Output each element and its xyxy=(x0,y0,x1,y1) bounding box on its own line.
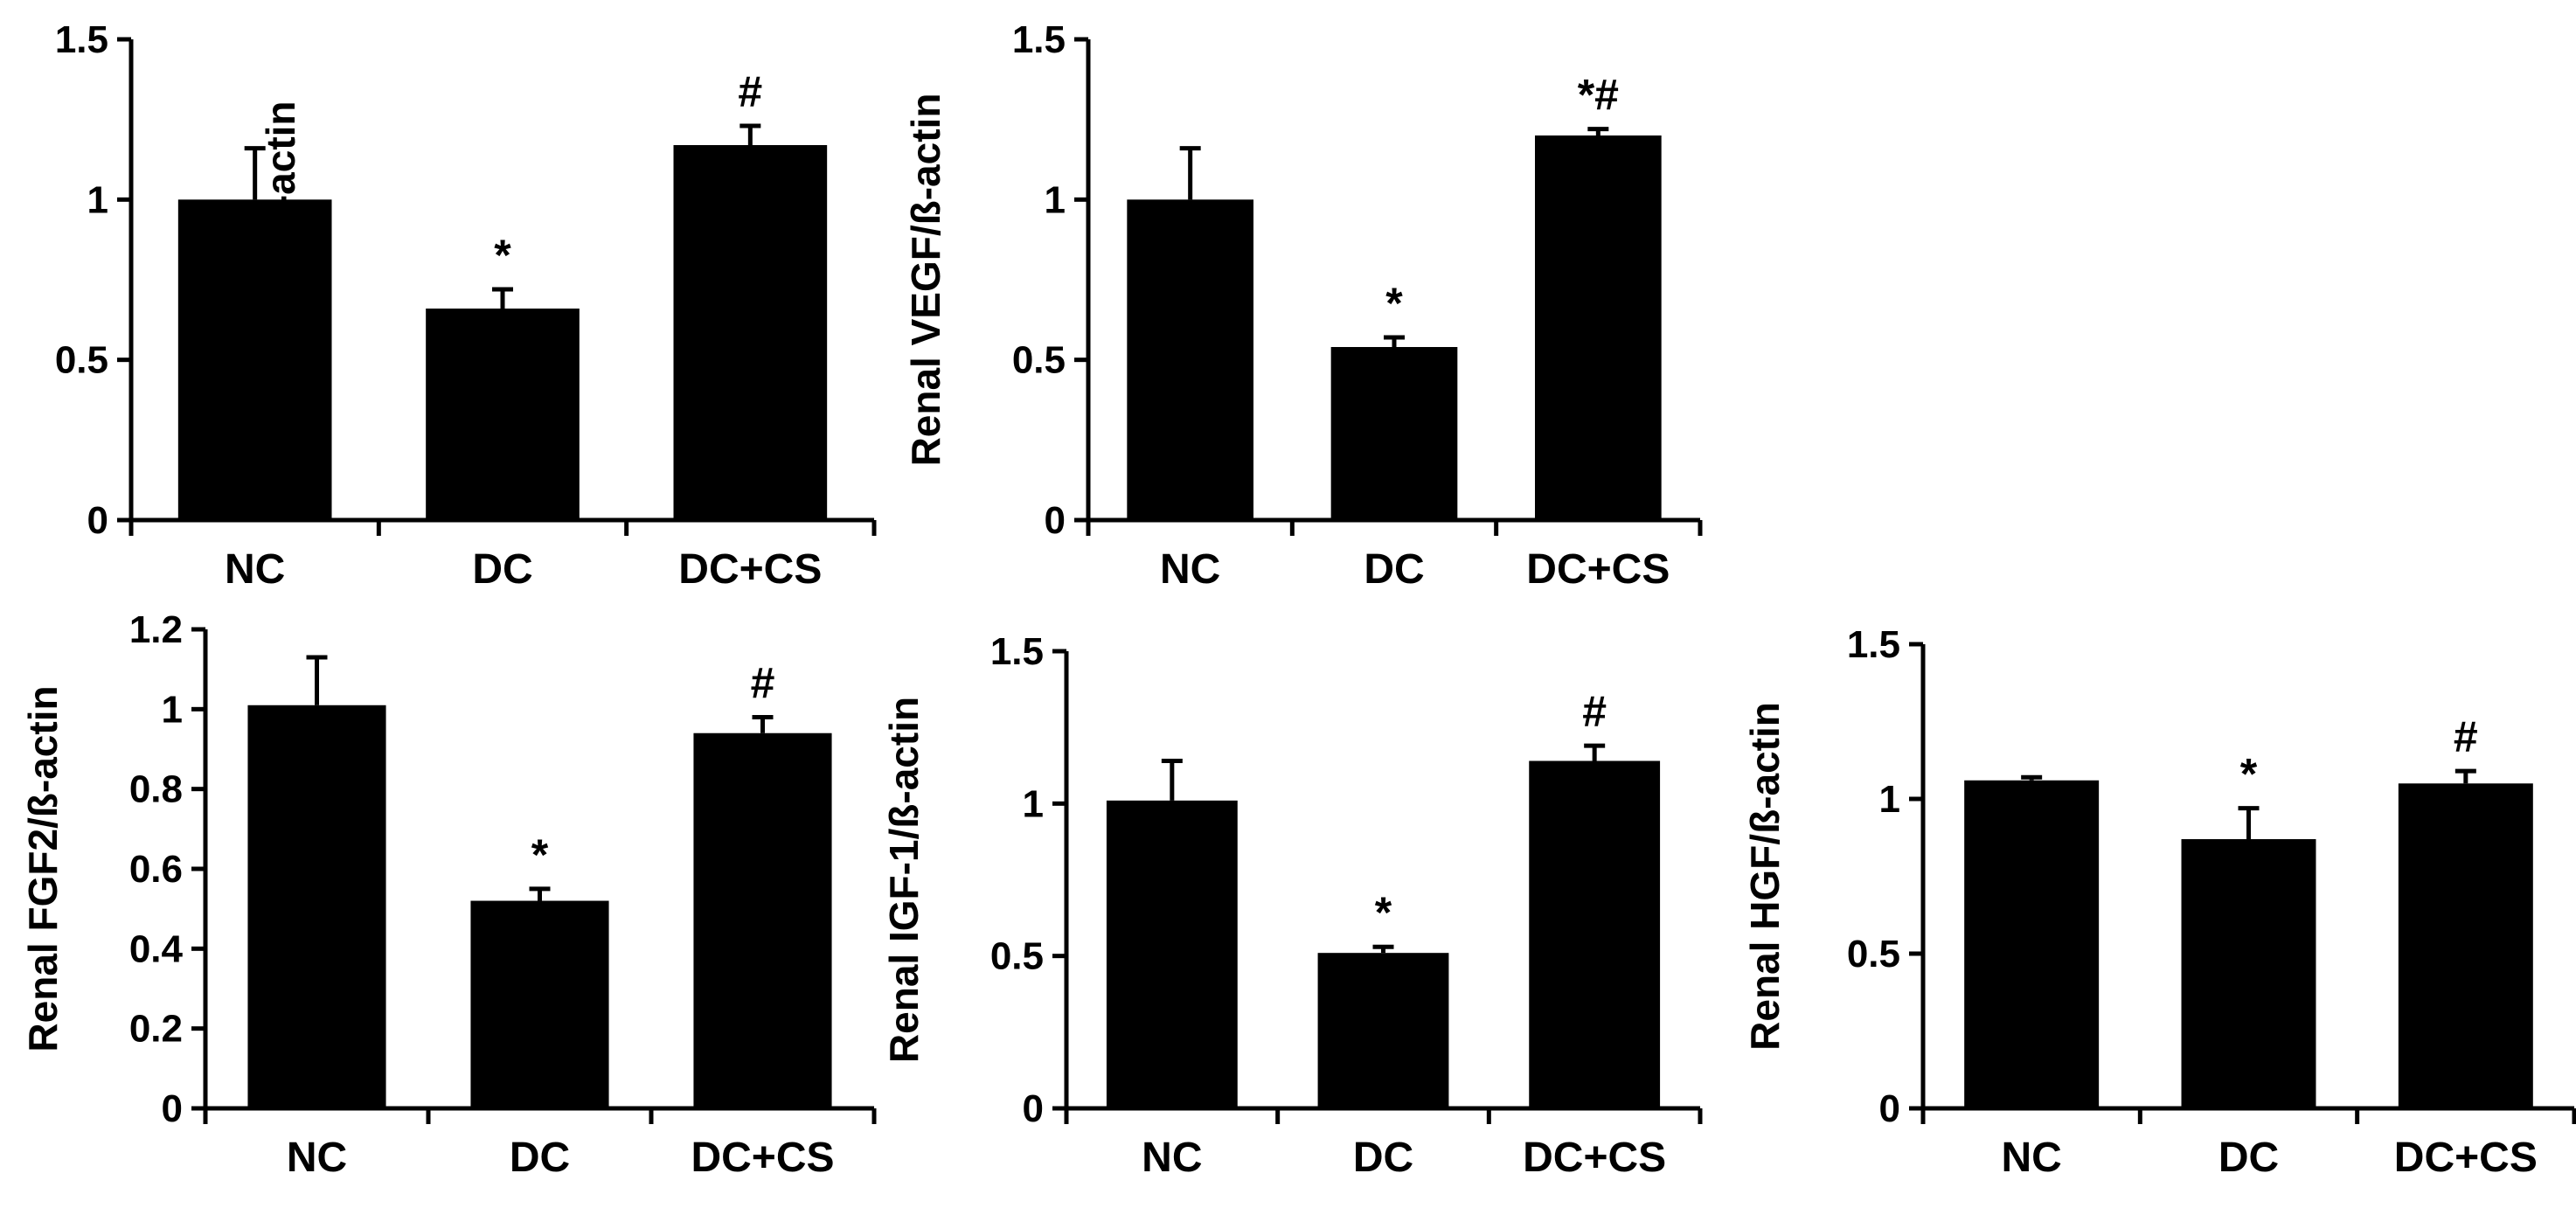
y-tick-label: 1 xyxy=(1023,782,1044,825)
bar-dc xyxy=(1330,347,1458,520)
chart-panel-2: 0 0.5 1 1.5 Renal VEGF/ß-actin NC DC * DC+CS *# xyxy=(903,18,1703,593)
chart-panel-4: 0 0.5 1 1.5 Renal IGF-1/ß-actin NC DC * DC+CS # xyxy=(881,630,1703,1181)
x-tick-label: DC+CS xyxy=(2394,1135,2538,1181)
bar-dc-cs xyxy=(2398,783,2533,1108)
y-axis-label: Renal VEGF/ß-actin xyxy=(903,94,948,467)
x-tick-label: DC+CS xyxy=(678,546,822,593)
bar-nc xyxy=(1106,800,1238,1108)
significance-annotation: * xyxy=(1385,279,1403,328)
y-tick-label: 1 xyxy=(1045,178,1066,221)
significance-annotation: # xyxy=(1582,687,1607,736)
x-tick-label: NC xyxy=(225,546,285,593)
bar-nc xyxy=(1127,199,1253,521)
x-tick-label: DC xyxy=(472,546,532,593)
significance-annotation: # xyxy=(2454,712,2478,761)
significance-annotation: * xyxy=(494,231,511,280)
y-tick-label: 1.5 xyxy=(1847,623,1900,666)
y-axis-label: Renal IGF-1/ß-actin xyxy=(881,697,927,1063)
bar-dc xyxy=(2181,839,2316,1108)
y-axis-label: Renal HGF/ß-actin xyxy=(1742,702,1788,1051)
significance-annotation: * xyxy=(2240,750,2258,799)
x-tick-label: NC xyxy=(2002,1135,2062,1181)
significance-annotation: *# xyxy=(1578,71,1619,120)
y-tick-label: 0.5 xyxy=(990,935,1044,978)
y-tick-label: 0.5 xyxy=(1847,933,1900,975)
bar-dc-cs xyxy=(693,732,832,1108)
chart-panel-3: 0 0.2 0.4 0.6 0.8 1 1.2 Renal FGF2/ß-actin NC DC *… xyxy=(20,608,877,1181)
x-tick-label: NC xyxy=(1160,546,1220,593)
bar-nc xyxy=(247,705,386,1108)
significance-annotation: # xyxy=(738,67,762,116)
x-tick-label: DC xyxy=(2218,1135,2279,1181)
y-tick-label: 0 xyxy=(1045,499,1066,542)
x-tick-label: DC xyxy=(1364,546,1424,593)
bar-nc xyxy=(1964,780,2100,1108)
y-tick-label: 0.5 xyxy=(55,339,108,382)
x-tick-label: NC xyxy=(287,1135,347,1181)
bar-dc-cs xyxy=(1535,135,1662,520)
y-tick-label: 1.5 xyxy=(55,18,108,61)
bar-dc-cs xyxy=(1529,760,1661,1108)
x-tick-label: DC+CS xyxy=(1526,546,1670,593)
y-tick-label: 1.5 xyxy=(990,630,1044,673)
x-tick-label: DC xyxy=(1353,1135,1413,1181)
y-tick-label: 0.5 xyxy=(1012,339,1066,382)
y-tick-label: 0.8 xyxy=(129,768,183,811)
y-tick-label: 1.5 xyxy=(1012,18,1066,61)
y-tick-label: 0.2 xyxy=(129,1008,183,1051)
y-tick-label: 1 xyxy=(1879,778,1900,821)
x-tick-label: NC xyxy=(1142,1135,1202,1181)
significance-annotation: * xyxy=(1375,888,1392,937)
y-tick-label: 0 xyxy=(162,1087,183,1130)
bar-dc xyxy=(470,900,609,1108)
bar-nc xyxy=(177,199,332,521)
y-tick-label: 0 xyxy=(87,499,108,542)
significance-annotation: # xyxy=(751,658,775,707)
bar-dc xyxy=(426,309,580,520)
y-tick-label: 1 xyxy=(162,688,183,731)
significance-annotation: * xyxy=(531,830,549,879)
x-tick-label: DC+CS xyxy=(691,1135,834,1181)
y-tick-label: 0.6 xyxy=(129,848,183,891)
bar-dc xyxy=(1317,953,1449,1108)
chart-panel-5: 0 0.5 1 1.5 Renal HGF/ß-actin NC DC * DC+CS # xyxy=(1742,623,2576,1181)
bar-dc-cs xyxy=(673,145,828,520)
y-tick-label: 0.4 xyxy=(129,927,184,970)
y-axis-label: Renal FGF2/ß-actin xyxy=(20,685,66,1052)
y-tick-label: 1.2 xyxy=(129,608,183,651)
y-tick-label: 0 xyxy=(1879,1087,1900,1130)
x-tick-label: DC+CS xyxy=(1523,1135,1666,1181)
y-tick-label: 0 xyxy=(1023,1087,1044,1130)
x-tick-label: DC xyxy=(510,1135,570,1181)
y-tick-label: 1 xyxy=(87,178,108,221)
